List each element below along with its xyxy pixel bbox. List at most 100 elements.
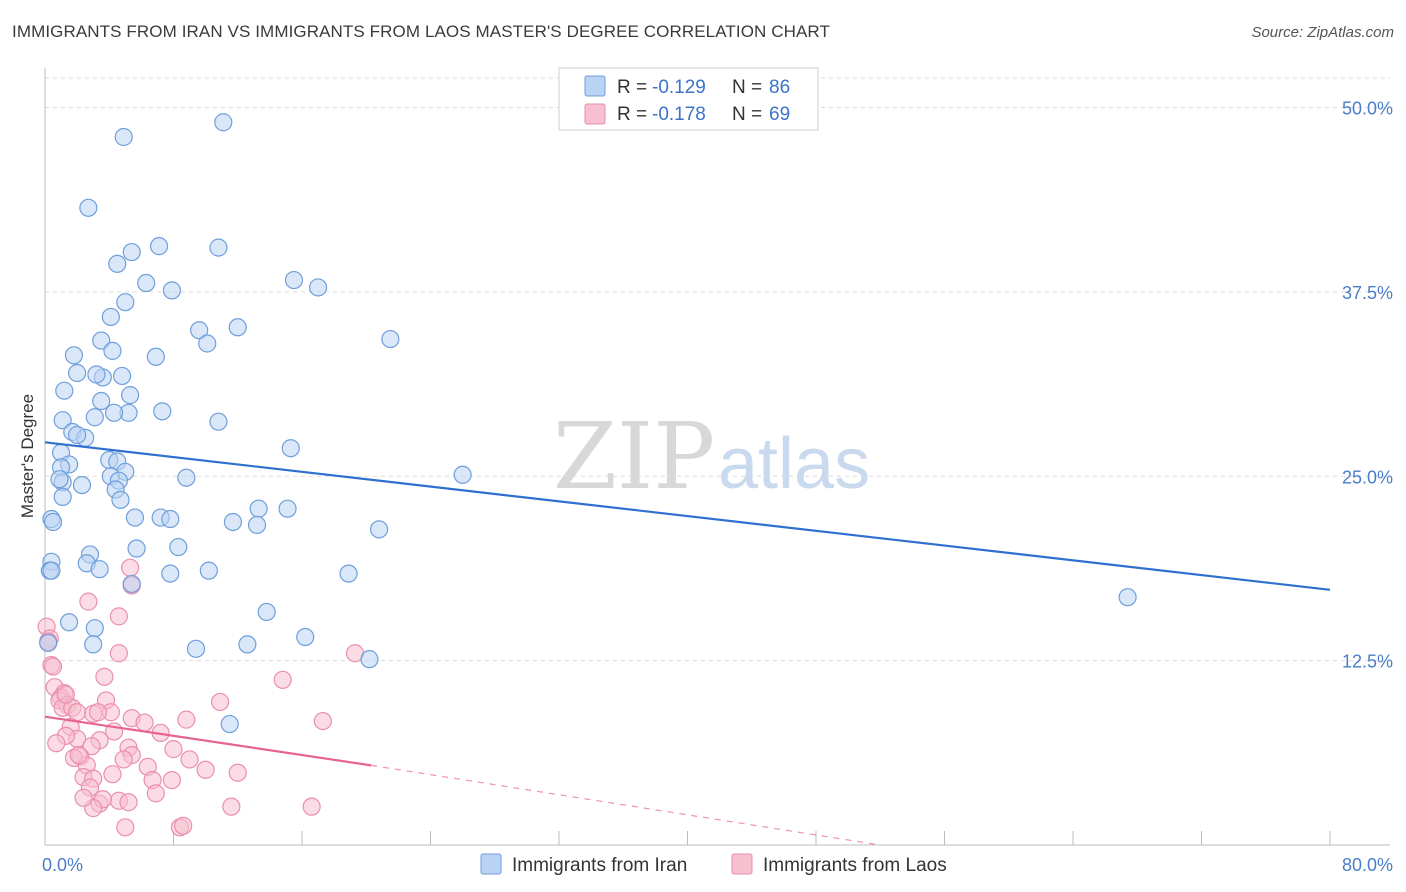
- point-laos-11: [95, 667, 114, 686]
- watermark-zip: ZIP: [553, 403, 715, 510]
- point-iran-33: [209, 412, 228, 431]
- y-tick-label-0: 12.5%: [1342, 652, 1393, 672]
- watermark: ZIP atlas: [553, 403, 870, 510]
- y-tick-label-1: 25.0%: [1342, 467, 1393, 487]
- point-iran-20: [64, 346, 84, 365]
- point-iran-64: [127, 539, 146, 558]
- point-laos-41: [114, 750, 133, 769]
- trend-line-laos-extension: [370, 764, 881, 846]
- point-iran-8: [162, 281, 181, 300]
- trend-lines: [44, 441, 1331, 846]
- point-iran-37: [281, 439, 300, 458]
- point-laos-62: [69, 745, 88, 765]
- point-iran-11: [116, 293, 135, 312]
- point-iran-48: [72, 476, 92, 495]
- point-laos-45: [196, 760, 215, 779]
- point-laos-28: [135, 713, 154, 732]
- legend-swatch-laos: [584, 103, 606, 125]
- bottom-legend-swatch-laos: [731, 853, 753, 875]
- point-iran-13: [190, 321, 209, 340]
- point-iran-5: [209, 238, 228, 257]
- point-iran-10: [308, 278, 328, 297]
- point-iran-84: [186, 639, 206, 658]
- y-tick-labels: 12.5% 25.0% 37.5% 50.0%: [1342, 99, 1393, 672]
- point-iran-72: [339, 564, 358, 583]
- point-laos-66: [47, 734, 66, 753]
- point-laos-3: [109, 607, 128, 626]
- point-iran-63: [370, 520, 389, 539]
- legend-n-value-laos: 69: [769, 104, 790, 125]
- point-iran-1: [114, 127, 133, 147]
- point-iran-51: [53, 487, 72, 506]
- point-iran-59: [161, 509, 180, 529]
- point-iran-31: [53, 411, 72, 430]
- point-iran-15: [198, 334, 217, 353]
- series-laos-points: [37, 558, 365, 837]
- point-iran-81: [39, 633, 58, 653]
- point-iran-61: [247, 515, 267, 535]
- trend-line-iran: [44, 441, 1331, 591]
- point-laos-10: [43, 657, 63, 676]
- chart-title: IMMIGRANTS FROM IRAN VS IMMIGRANTS FROM …: [12, 22, 830, 41]
- point-laos-26: [177, 710, 196, 729]
- axes: [44, 68, 1390, 846]
- bottom-legend-swatch-iran: [480, 853, 502, 875]
- point-iran-70: [199, 561, 218, 580]
- legend-r-label-iran: R =: [617, 77, 647, 98]
- legend-r-value-laos: -0.178: [652, 104, 706, 125]
- point-iran-12: [101, 307, 120, 327]
- point-laos-37: [164, 740, 183, 759]
- point-iran-2: [79, 198, 98, 217]
- point-laos-67: [228, 763, 247, 782]
- point-iran-25: [55, 381, 74, 400]
- point-laos-57: [302, 797, 321, 816]
- point-iran-36: [68, 425, 87, 445]
- point-iran-30: [104, 403, 124, 422]
- point-iran-3: [122, 242, 141, 262]
- point-laos-27: [313, 711, 332, 731]
- point-iran-79: [85, 619, 104, 638]
- correlation-legend: R = -0.129 N = 86 R = -0.178 N = 69: [558, 67, 819, 131]
- point-laos-64: [162, 770, 181, 790]
- point-laos-65: [119, 793, 138, 812]
- point-iran-18: [103, 341, 122, 360]
- point-iran-49: [50, 470, 69, 489]
- bottom-legend-label-laos: Immigrants from Laos: [763, 855, 947, 876]
- bottom-legend-label-iran: Immigrants from Iran: [512, 855, 687, 876]
- x-tick-labels: 0.0% 80.0%: [42, 855, 1393, 875]
- point-iran-85: [360, 650, 379, 669]
- point-iran-80: [296, 627, 315, 647]
- point-iran-65: [169, 537, 188, 557]
- y-axis-label: Master's Degree: [18, 394, 37, 518]
- legend-n-label-iran: N =: [732, 77, 762, 98]
- point-iran-0: [214, 113, 233, 132]
- point-laos-58: [116, 818, 135, 837]
- point-laos-56: [222, 797, 241, 816]
- legend-swatch-iran: [584, 75, 606, 97]
- point-iran-29: [153, 402, 172, 421]
- point-laos-18: [210, 692, 230, 712]
- point-iran-83: [238, 635, 257, 654]
- point-iran-24: [87, 365, 106, 384]
- point-laos-35: [82, 737, 101, 756]
- point-iran-26: [92, 391, 111, 411]
- point-iran-69: [90, 560, 109, 579]
- point-iran-27: [121, 386, 140, 405]
- point-laos-42: [180, 750, 199, 769]
- point-laos-7: [109, 644, 128, 663]
- point-iran-77: [257, 602, 276, 622]
- watermark-atlas: atlas: [718, 424, 870, 504]
- point-iran-71: [161, 564, 180, 583]
- point-laos-0: [121, 558, 140, 577]
- point-iran-9: [284, 270, 304, 290]
- point-laos-51: [146, 784, 165, 803]
- point-laos-12: [273, 670, 292, 689]
- point-iran-14: [228, 318, 247, 337]
- point-iran-82: [84, 635, 103, 654]
- point-iran-57: [125, 508, 145, 527]
- point-iran-60: [223, 512, 243, 532]
- y-tick-label-2: 37.5%: [1342, 283, 1393, 303]
- point-laos-68: [74, 788, 93, 807]
- point-iran-45: [177, 468, 196, 487]
